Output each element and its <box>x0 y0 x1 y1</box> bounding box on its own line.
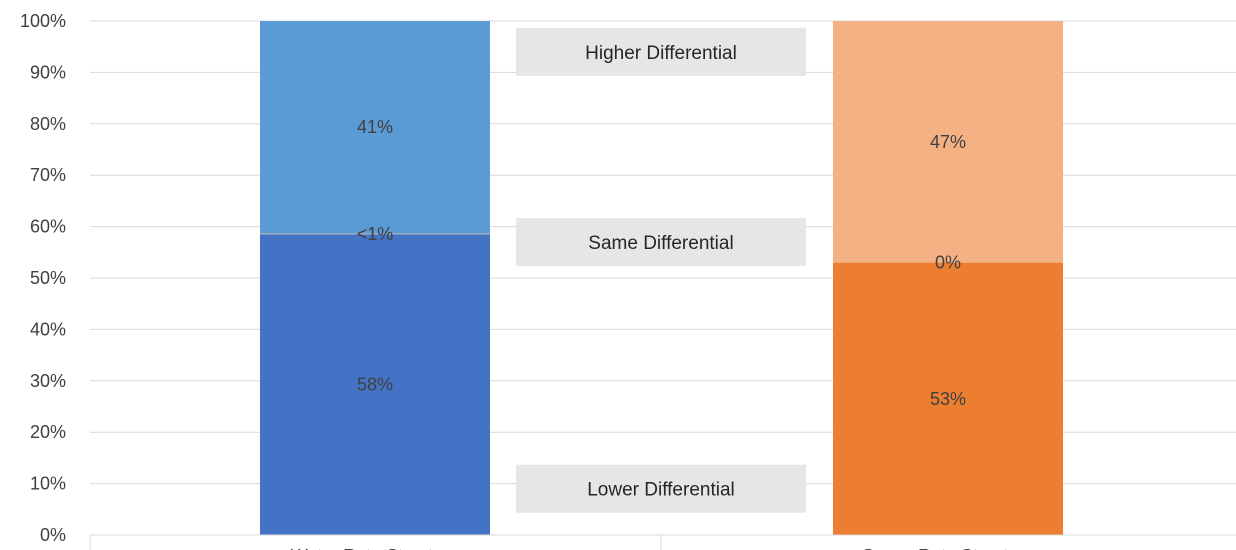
data-label: 47% <box>930 132 966 152</box>
x-axis <box>89 534 1236 550</box>
y-tick-label: 20% <box>30 422 66 442</box>
data-label: 41% <box>357 117 393 137</box>
data-label: 53% <box>930 389 966 409</box>
bar-segment <box>260 233 490 235</box>
annotation-box <box>516 218 806 267</box>
y-tick-label: 100% <box>20 11 66 31</box>
bars <box>260 21 1063 535</box>
data-labels: 58% <1% 41% 53% 0% 47% <box>357 117 966 409</box>
bar-segment <box>260 234 490 535</box>
annotation-box <box>516 27 806 76</box>
y-tick-label: 30% <box>30 371 66 391</box>
annotation-box <box>516 464 806 513</box>
y-tick-label: 90% <box>30 62 66 82</box>
bar-segment <box>833 262 1063 535</box>
y-tick-label: 50% <box>30 268 66 288</box>
y-tick-label: 10% <box>30 474 66 494</box>
y-tick-label: 70% <box>30 165 66 185</box>
bar-segment <box>833 21 1063 263</box>
category-labels: Water Rate Structure Sewer Rate Structure <box>291 546 1034 550</box>
annotation-label: Higher Differential <box>585 43 737 64</box>
annotation-label: Lower Differential <box>587 480 735 501</box>
data-label: 0% <box>935 253 961 273</box>
data-label: <1% <box>357 224 394 244</box>
category-label: Water Rate Structure <box>291 546 459 550</box>
bar-segment <box>260 21 490 234</box>
y-axis-ticks: 0% 10% 20% 30% 40% 50% 60% 70% 80% 90% 100% <box>20 11 66 545</box>
y-tick-label: 0% <box>40 525 66 545</box>
y-tick-label: 60% <box>30 217 66 237</box>
y-tick-label: 80% <box>30 114 66 134</box>
category-label: Sewer Rate Structure <box>862 546 1034 550</box>
annotation-label: Same Differential <box>588 233 733 254</box>
annotations: Higher Differential Same Differential Lowe… <box>516 27 806 513</box>
data-label: 58% <box>357 375 393 395</box>
y-tick-label: 40% <box>30 319 66 339</box>
